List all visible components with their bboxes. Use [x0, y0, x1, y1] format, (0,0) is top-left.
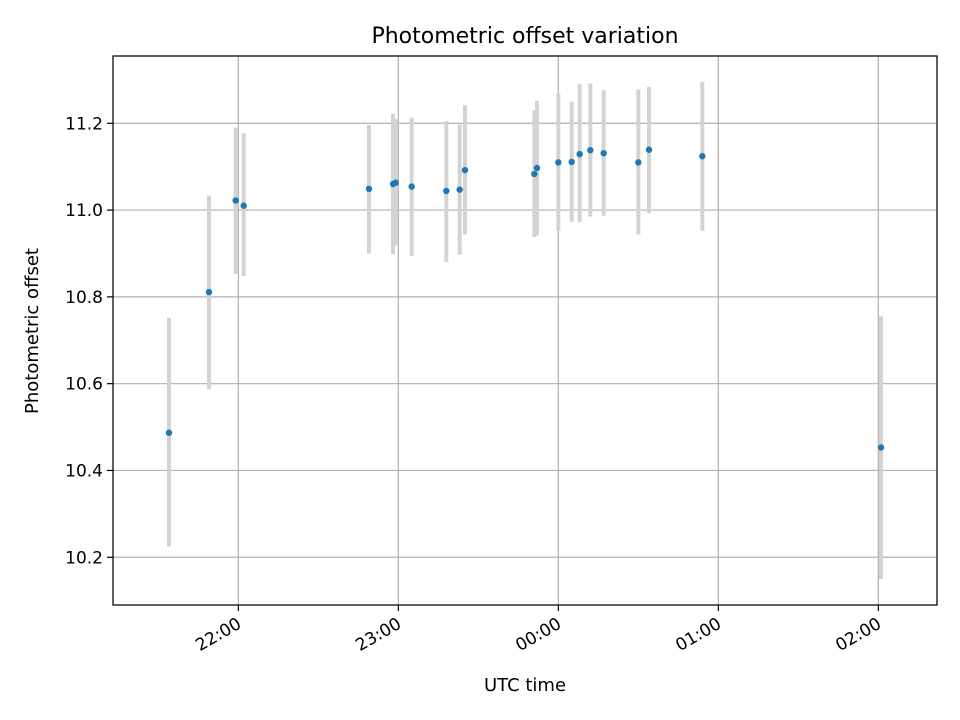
x-axis-label: UTC time	[484, 675, 566, 696]
data-points	[165, 146, 885, 451]
y-axis-label: Photometric offset	[22, 248, 43, 414]
data-point	[645, 146, 653, 153]
chart-title: Photometric offset variation	[371, 24, 678, 49]
data-point	[365, 185, 373, 193]
data-point	[699, 153, 706, 160]
data-point	[555, 159, 562, 166]
y-tick-label: 11.0	[65, 201, 103, 221]
data-point	[576, 150, 583, 158]
data-point	[531, 170, 538, 178]
y-tick-label: 10.6	[65, 375, 103, 395]
data-point	[456, 186, 463, 193]
y-tick-label: 10.2	[65, 548, 103, 568]
plot-frame	[112, 55, 938, 606]
y-tick-label: 11.2	[65, 114, 103, 134]
data-point	[408, 183, 415, 190]
data-point	[533, 164, 541, 172]
data-point	[877, 444, 885, 451]
y-tick-label: 10.4	[65, 461, 103, 481]
data-point	[587, 146, 594, 154]
data-point	[461, 166, 469, 174]
data-point	[165, 429, 173, 436]
data-point	[232, 197, 239, 204]
y-axis-ticks: 10.2 10.4 10.6 10.8 11.0 11.2	[65, 114, 113, 568]
data-point	[205, 288, 213, 296]
data-point	[240, 202, 247, 209]
data-point	[392, 179, 399, 186]
data-point	[635, 159, 642, 166]
data-point	[600, 150, 607, 157]
data-point	[443, 187, 450, 195]
y-tick-label: 10.8	[65, 288, 103, 308]
data-point	[568, 158, 575, 166]
